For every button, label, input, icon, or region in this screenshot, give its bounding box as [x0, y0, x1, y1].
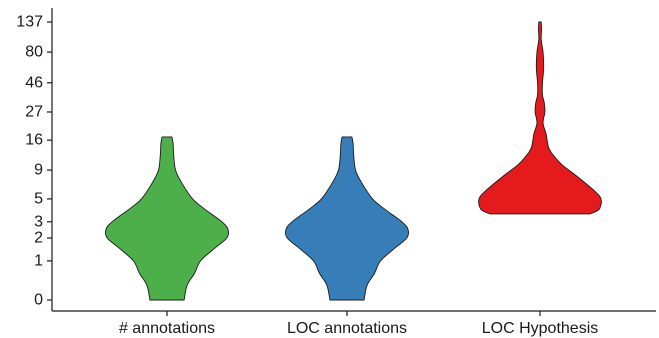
violin-loc-hypothesis — [478, 21, 602, 215]
y-tick-label: 27 — [25, 103, 43, 120]
x-category-label: LOC Hypothesis — [482, 320, 599, 337]
x-axis-ticks: # annotations LOC annotations LOC Hypothes… — [119, 311, 598, 337]
y-tick-label: 46 — [25, 74, 43, 91]
y-tick-label: 80 — [25, 44, 43, 61]
y-tick-label: 5 — [34, 190, 43, 207]
violins-layer — [104, 21, 602, 301]
y-tick-label: 137 — [16, 14, 43, 31]
y-tick-label: 16 — [25, 132, 43, 149]
violin-annotations — [104, 136, 230, 301]
y-tick-label: 3 — [34, 213, 43, 230]
y-tick-label: 1 — [34, 252, 43, 269]
y-tick-label: 9 — [34, 162, 43, 179]
y-tick-label: 2 — [34, 230, 43, 247]
x-category-label: # annotations — [119, 320, 215, 337]
x-category-label: LOC annotations — [287, 320, 407, 337]
violin-loc-annotations — [284, 136, 410, 301]
y-axis-ticks: 0 1 23 5 9 16 27 46 80 137 — [16, 14, 52, 309]
y-tick-label: 0 — [34, 292, 43, 309]
